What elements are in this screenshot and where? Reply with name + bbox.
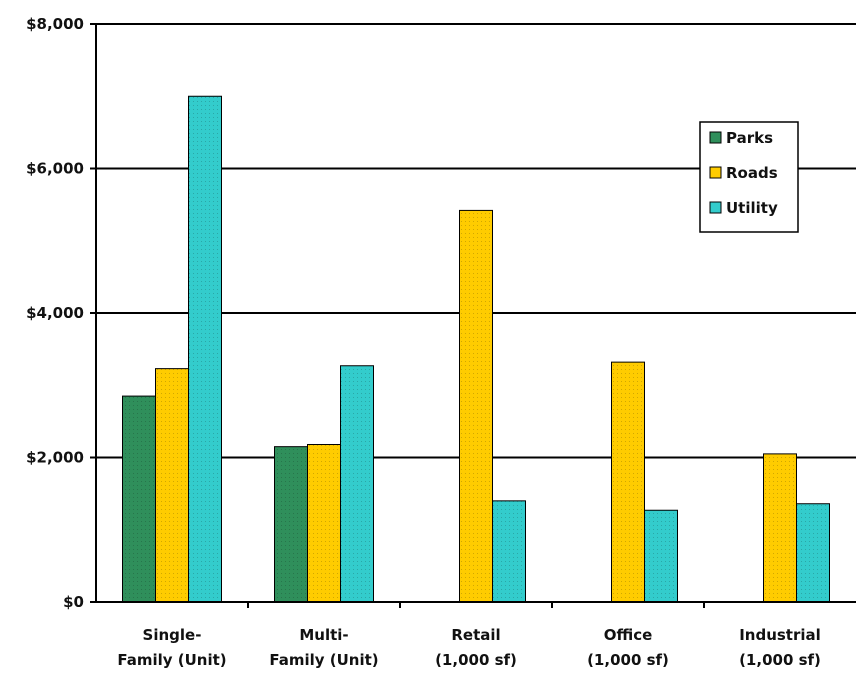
bar-utility [340,365,374,603]
bar-roads [155,368,189,603]
bar-roads [763,453,797,603]
bar-roads [459,209,493,603]
y-tick-labels: $0 $2,000 $4,000 $6,000 $8,000 [26,15,84,611]
bar-parks [122,395,156,603]
category-label: Family (Unit) [117,651,226,669]
bars [122,95,830,603]
y-tick-label: $8,000 [26,15,84,33]
category-label: Multi- [299,626,348,644]
category-label: (1,000 sf) [435,651,517,669]
axes [90,23,856,608]
bar-roads [611,361,645,603]
category-label: Retail [451,626,500,644]
bar-utility [796,503,830,603]
legend-label-parks: Parks [726,129,773,147]
legend-label-roads: Roads [726,164,778,182]
bar-parks [274,446,308,603]
legend-swatch-parks [709,131,722,144]
y-tick-label: $2,000 [26,449,84,467]
x-category-labels: Single- Family (Unit) Multi- Family (Unit) R… [117,626,821,669]
bar-utility [492,500,526,603]
category-label: Office [604,626,653,644]
legend-swatch-utility [709,201,722,214]
y-tick-label: $0 [63,593,84,611]
category-label: Industrial [739,626,821,644]
bar-utility [644,509,678,603]
category-label: Family (Unit) [269,651,378,669]
y-tick-label: $6,000 [26,160,84,178]
y-tick-label: $4,000 [26,304,84,322]
legend-label-utility: Utility [726,199,778,217]
legend-swatch-roads [709,166,722,179]
category-label: (1,000 sf) [587,651,669,669]
category-label: Single- [143,626,202,644]
category-label: (1,000 sf) [739,651,821,669]
bar-utility [188,95,222,603]
bar-roads [307,443,341,603]
legend: Parks Roads Utility [699,121,799,233]
